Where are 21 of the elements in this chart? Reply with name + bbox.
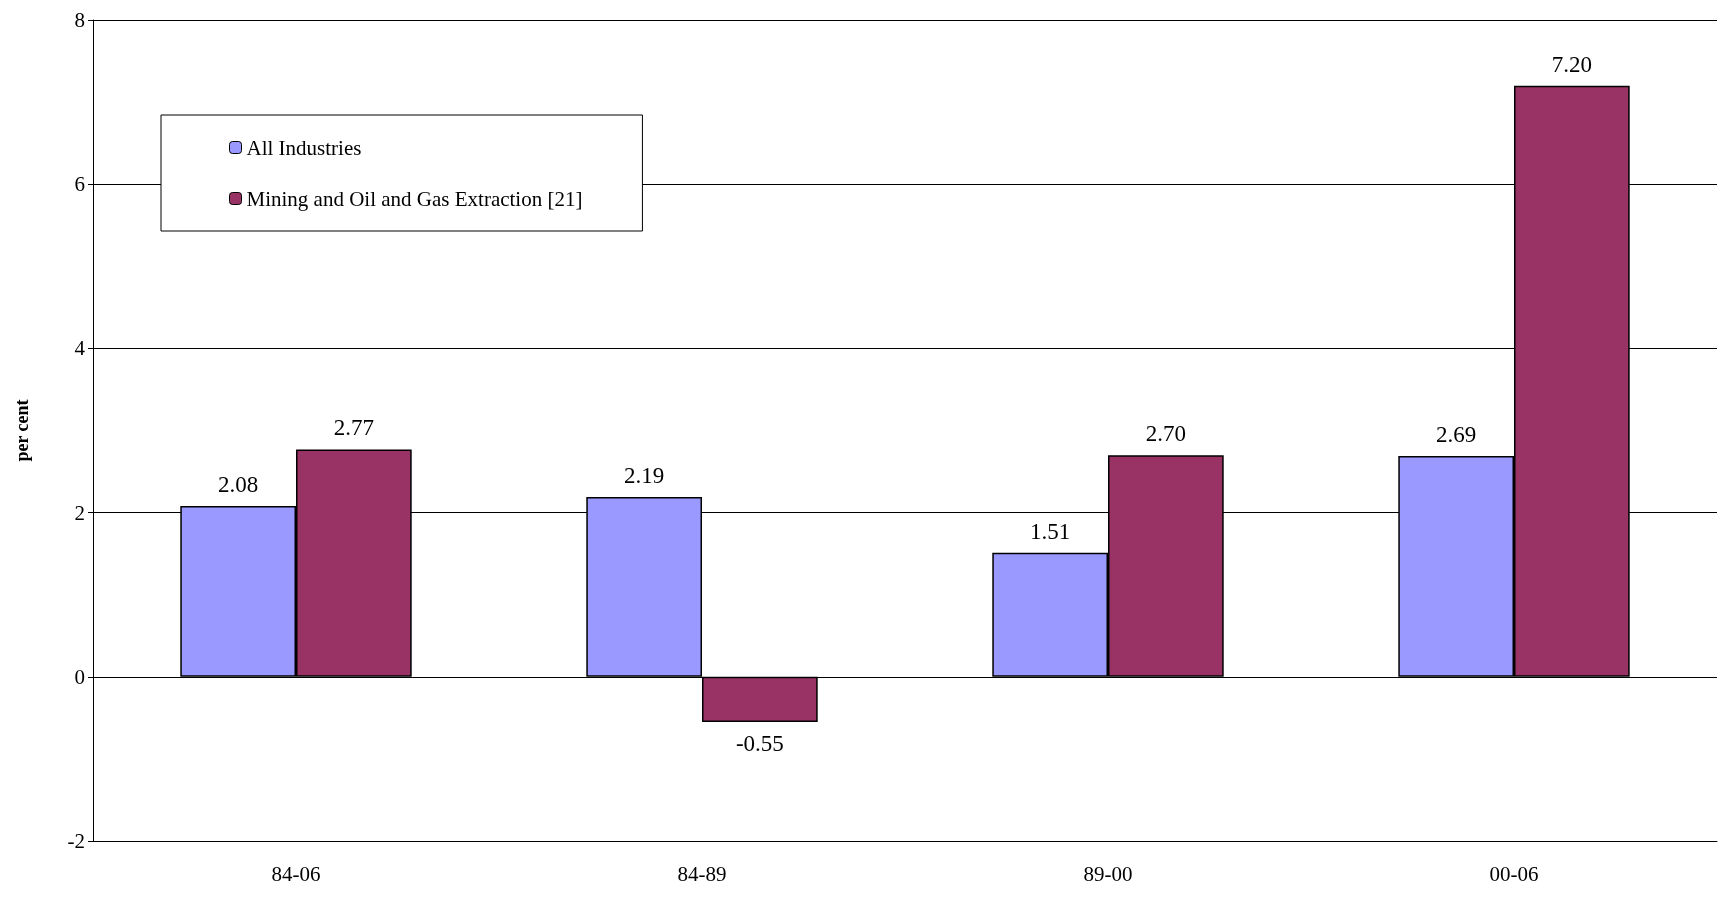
data-label: 2.08: [218, 472, 259, 498]
x-tick-label: 84-06: [271, 861, 321, 886]
data-label: 2.77: [333, 415, 374, 441]
x-tick-label: 89-00: [1083, 861, 1133, 886]
y-axis-title: per cent: [12, 399, 32, 462]
data-label: 7.20: [1551, 51, 1592, 77]
y-tick-label: 4: [74, 336, 86, 361]
y-tick-label: 6: [74, 172, 85, 197]
legend-label: All Industries: [246, 135, 362, 160]
y-tick-label: 2: [74, 500, 85, 525]
legend-label: Mining and Oil and Gas Extraction [21]: [246, 186, 583, 211]
data-label: 2.19: [624, 463, 665, 488]
y-tick-label: 0: [74, 664, 85, 689]
data-label: 1.51: [1030, 518, 1071, 544]
data-label: 2.70: [1145, 421, 1186, 447]
x-tick-label: 00-06: [1489, 861, 1539, 886]
data-label: -0.55: [735, 730, 784, 756]
x-tick-label: 84-89: [677, 861, 727, 886]
data-label: 2.69: [1436, 421, 1477, 447]
y-tick-label: -2: [67, 829, 85, 853]
y-tick-label: 8: [74, 8, 85, 32]
